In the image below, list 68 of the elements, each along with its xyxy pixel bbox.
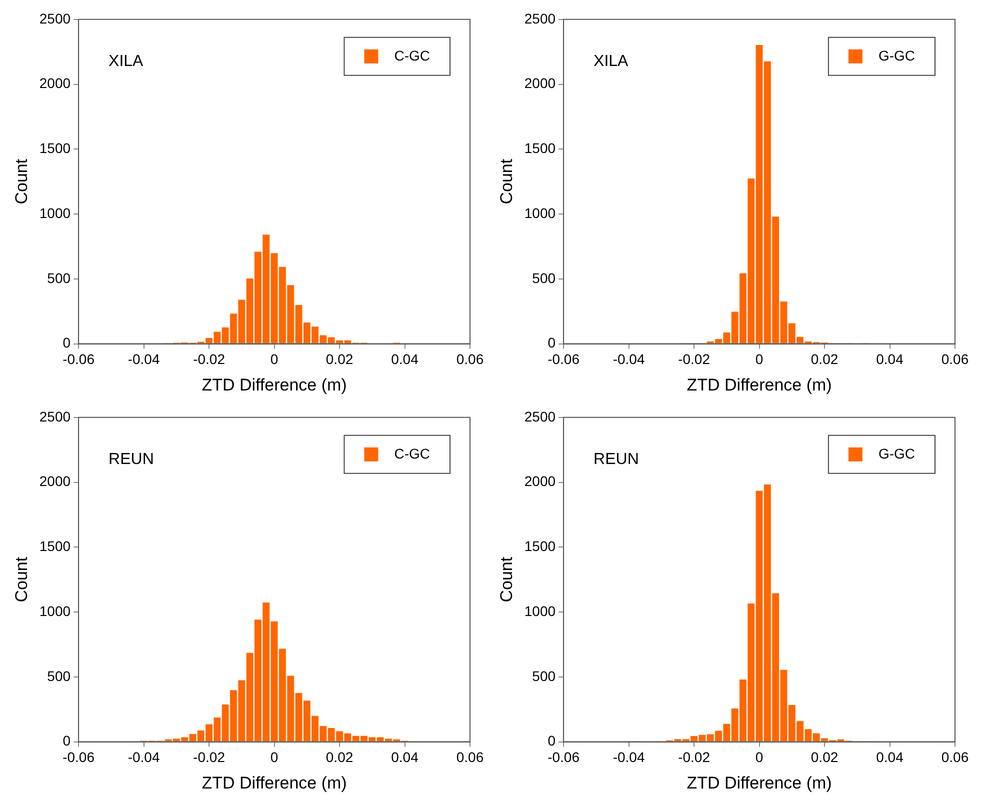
y-tick-label: 1000 (524, 602, 556, 619)
x-tick-label: 0.04 (391, 351, 419, 368)
y-tick-label: 1500 (39, 538, 71, 554)
y-tick-label: 1000 (524, 204, 556, 221)
x-tick-label: 0.06 (456, 749, 484, 766)
annotation: REUN (594, 450, 639, 468)
y-tick-label: 0 (62, 732, 71, 749)
x-tick-label: 0.02 (326, 351, 354, 368)
y-tick-label: 1000 (39, 204, 71, 221)
x-tick-label: -0.02 (678, 749, 710, 766)
x-tick-label: -0.02 (678, 351, 710, 368)
y-tick-label: 1500 (39, 140, 71, 156)
y-axis-title: Count (12, 158, 31, 204)
x-tick-label: -0.06 (62, 749, 95, 766)
y-tick-label: 2500 (39, 408, 71, 424)
x-tick-label: -0.04 (128, 749, 160, 766)
y-tick-label: 0 (62, 334, 71, 351)
x-axis-title: ZTD Difference (m) (202, 375, 347, 394)
x-tick-label: 0.06 (456, 351, 484, 368)
x-tick-label: -0.04 (612, 351, 645, 368)
annotation: REUN (108, 450, 154, 468)
y-tick-label: 500 (532, 668, 556, 684)
y-tick-label: 1000 (39, 602, 71, 619)
x-tick-label: -0.02 (193, 351, 226, 368)
annotation: XILA (108, 52, 144, 70)
legend-label: C-GC (394, 47, 430, 64)
x-tick-label: 0.04 (876, 351, 904, 368)
x-tick-label: 0.06 (941, 749, 969, 766)
x-tick-label: 0.04 (876, 749, 904, 766)
y-tick-label: 2500 (524, 408, 556, 424)
x-tick-label: -0.04 (612, 749, 645, 766)
y-tick-label: 2000 (524, 75, 556, 92)
x-tick-label: -0.04 (128, 351, 160, 368)
y-tick-label: 2000 (524, 473, 556, 490)
x-axis-title: ZTD Difference (m) (686, 773, 832, 792)
x-tick-label: 0 (755, 351, 764, 368)
legend-label: C-GC (394, 445, 430, 462)
y-tick-label: 500 (47, 668, 71, 684)
x-axis-title: ZTD Difference (m) (202, 773, 347, 792)
x-tick-label: 0.04 (391, 749, 419, 766)
y-tick-label: 1500 (524, 140, 556, 156)
x-tick-label: 0.02 (326, 749, 354, 766)
x-axis-title: ZTD Difference (m) (686, 375, 832, 394)
x-tick-label: 0.02 (810, 749, 838, 766)
x-tick-label: 0.06 (941, 351, 969, 368)
y-tick-label: 0 (548, 334, 556, 351)
y-tick-label: 0 (548, 732, 556, 749)
y-tick-label: 1500 (524, 538, 556, 554)
y-tick-label: 500 (532, 270, 556, 286)
y-axis-title: Count (12, 556, 31, 602)
x-tick-label: -0.06 (548, 749, 580, 766)
x-tick-label: -0.02 (193, 749, 226, 766)
y-axis-title: Count (496, 158, 516, 204)
x-tick-label: 0 (270, 351, 278, 368)
x-tick-label: -0.06 (548, 351, 580, 368)
y-axis-title: Count (496, 556, 516, 602)
x-tick-label: 0 (270, 749, 278, 766)
y-tick-label: 2500 (39, 10, 71, 26)
y-tick-label: 2000 (39, 473, 71, 490)
x-tick-label: 0 (755, 749, 764, 766)
y-tick-label: 2500 (524, 10, 556, 26)
annotation: XILA (594, 52, 629, 70)
y-tick-label: 2000 (39, 75, 71, 92)
x-tick-label: 0.02 (810, 351, 838, 368)
x-tick-label: -0.06 (62, 351, 95, 368)
legend-label: G-GC (878, 47, 916, 64)
y-tick-label: 500 (47, 270, 71, 286)
legend-label: G-GC (878, 445, 916, 462)
